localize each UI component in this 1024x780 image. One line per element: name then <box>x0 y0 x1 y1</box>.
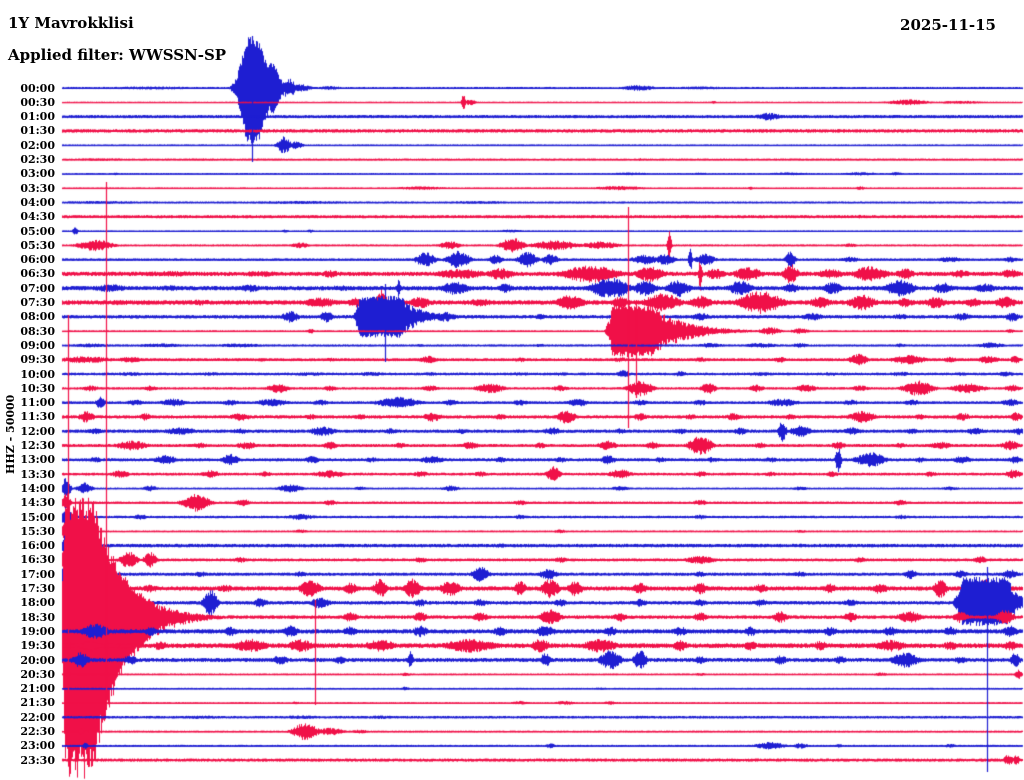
row-time-label: 17:30 <box>20 582 55 595</box>
row-time-label: 00:00 <box>20 81 55 95</box>
station-title: 1Y Mavrokklisi <box>8 14 134 32</box>
record-date: 2025-11-15 <box>900 16 996 34</box>
row-time-label: 21:00 <box>20 682 55 696</box>
row-time-label: 09:00 <box>20 338 55 352</box>
row-time-label: 10:30 <box>20 381 55 395</box>
row-time-label: 03:30 <box>20 181 55 195</box>
row-time-label: 19:00 <box>20 624 55 638</box>
row-time-label: 02:00 <box>20 138 55 152</box>
row-time-label: 12:30 <box>20 439 55 452</box>
row-time-label: 18:00 <box>20 596 55 610</box>
row-time-label: 12:00 <box>20 424 55 438</box>
row-time-label: 20:30 <box>20 667 55 681</box>
row-time-label: 01:00 <box>20 110 55 124</box>
row-time-label: 05:00 <box>20 224 55 238</box>
row-time-label: 20:00 <box>20 653 55 667</box>
row-time-label: 15:30 <box>20 524 55 538</box>
row-time-label: 16:00 <box>20 539 55 553</box>
row-time-label: 14:00 <box>20 481 55 495</box>
row-time-label: 13:30 <box>20 467 55 481</box>
row-time-label: 08:00 <box>20 310 55 324</box>
row-time-label: 17:00 <box>20 567 55 581</box>
row-time-label: 21:30 <box>20 696 55 710</box>
row-time-label: 18:30 <box>20 610 55 624</box>
row-time-label: 03:00 <box>20 167 55 181</box>
row-time-label: 08:30 <box>20 324 55 338</box>
row-time-label: 10:00 <box>20 367 55 381</box>
row-time-label: 22:30 <box>20 725 55 738</box>
row-time-label: 02:30 <box>20 153 55 166</box>
row-time-label: 11:00 <box>20 396 55 410</box>
filter-label: Applied filter: WWSSN-SP <box>8 46 227 64</box>
row-time-label: 09:30 <box>20 353 55 367</box>
row-time-label: 14:30 <box>20 496 55 510</box>
row-time-label: 05:30 <box>20 238 55 252</box>
row-time-label: 06:00 <box>20 253 55 267</box>
row-time-label: 16:30 <box>20 553 55 567</box>
row-time-label: 23:30 <box>20 753 55 767</box>
row-time-label: 13:00 <box>20 453 55 467</box>
row-time-label: 23:00 <box>20 739 55 753</box>
row-time-label: 11:30 <box>20 410 55 424</box>
row-time-label: 19:30 <box>20 639 55 653</box>
row-time-label: 07:30 <box>20 296 55 309</box>
row-time-label: 00:30 <box>20 95 55 109</box>
row-time-label: 15:00 <box>20 510 55 524</box>
row-time-label: 07:00 <box>20 281 55 295</box>
row-time-label: 04:30 <box>20 210 55 224</box>
row-time-label: 06:30 <box>20 267 55 281</box>
row-time-label: 04:00 <box>20 195 55 209</box>
row-time-label: 22:00 <box>20 710 55 724</box>
row-time-label: 01:30 <box>20 124 55 138</box>
